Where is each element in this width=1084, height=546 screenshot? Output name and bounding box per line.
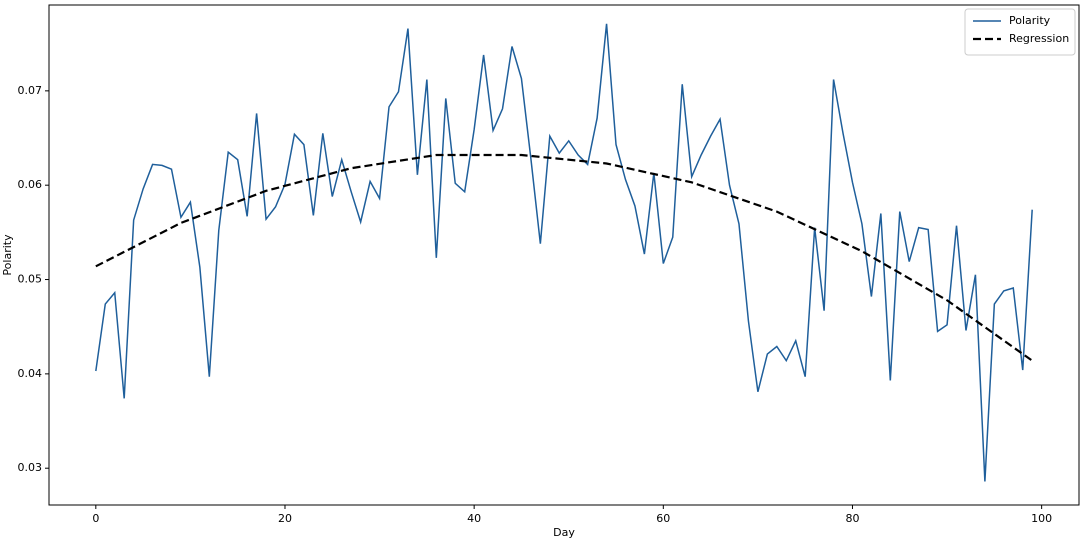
x-axis-label: Day	[553, 526, 575, 539]
line-series	[95, 23, 1033, 482]
x-tick-label: 0	[92, 512, 99, 525]
line-series	[95, 153, 1033, 362]
x-tick-label: 60	[656, 512, 670, 525]
y-tick-label: 0.07	[18, 84, 43, 97]
y-tick-label: 0.04	[18, 367, 43, 380]
y-tick-label: 0.05	[18, 273, 43, 286]
y-tick-label: 0.03	[18, 461, 43, 474]
legend-label: Polarity	[1009, 14, 1051, 27]
x-tick-label: 80	[845, 512, 859, 525]
legend-label: Regression	[1009, 32, 1069, 45]
y-tick-label: 0.06	[18, 178, 43, 191]
x-tick-label: 40	[467, 512, 481, 525]
x-tick-label: 100	[1031, 512, 1052, 525]
plot-frame	[48, 4, 1080, 506]
y-axis-label: Polarity	[1, 234, 14, 276]
x-tick-label: 20	[278, 512, 292, 525]
